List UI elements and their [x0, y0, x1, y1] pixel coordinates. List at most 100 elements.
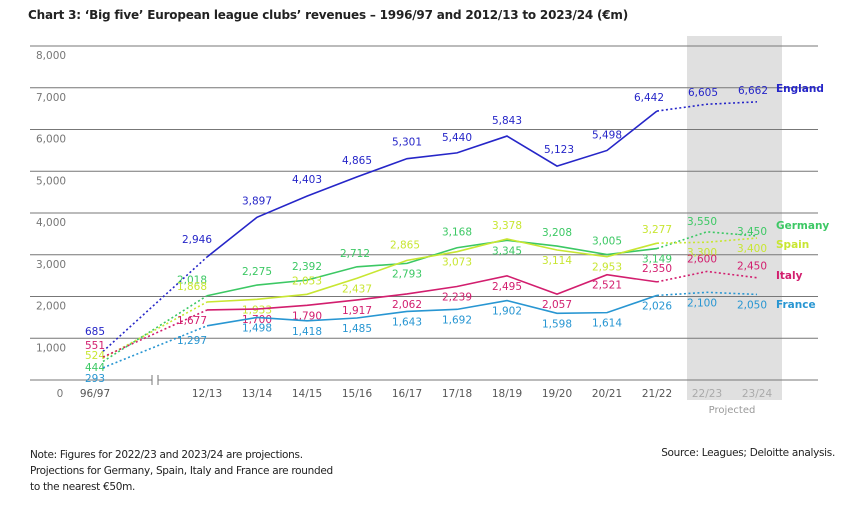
note-line: Note: Figures for 2022/23 and 2023/24 ar…	[30, 449, 303, 461]
projected-label: Projected	[709, 405, 756, 416]
data-label: 551	[85, 340, 105, 352]
data-label: 1,790	[292, 310, 322, 322]
projected-band	[687, 36, 782, 400]
note-line: to the nearest €50m.	[30, 481, 136, 493]
data-label: 4,865	[342, 155, 372, 167]
data-label: 3,114	[542, 255, 572, 267]
data-label: 2,053	[292, 275, 322, 287]
data-label: 1,917	[342, 305, 372, 317]
data-label: 2,062	[392, 299, 422, 311]
data-label: 5,301	[392, 137, 422, 149]
x-tick-label: 16/17	[392, 388, 422, 400]
data-label: 2,100	[687, 297, 717, 309]
data-label: 1,902	[492, 306, 522, 318]
series-line-projected-spain	[656, 237, 758, 244]
data-label: 1,485	[342, 323, 372, 335]
data-label: 2,392	[292, 261, 322, 273]
x-tick-label: 19/20	[542, 388, 572, 400]
x-tick-label: 22/23	[692, 388, 722, 400]
chart-plot: 0 1,000 2,000 3,000 4,000 5,000 6,000 7,000 8,00…	[30, 36, 829, 416]
data-label: 2,495	[492, 281, 522, 293]
data-label: 2,946	[182, 234, 212, 246]
y-tick-label: 2,000	[36, 301, 66, 313]
data-label: 2,026	[642, 300, 672, 312]
series-line-dotted-spain	[102, 301, 208, 359]
x-tick-label: 15/16	[342, 388, 373, 400]
x-tick-label: 21/22	[642, 388, 672, 400]
series-name-label: Germany	[776, 220, 829, 232]
x-tick-label: 14/15	[292, 388, 322, 400]
x-tick-label: 23/24	[742, 388, 773, 400]
data-label: 2,050	[737, 299, 767, 311]
data-label: 2,350	[642, 263, 672, 275]
series-line-projected-france	[656, 291, 758, 297]
data-label: 5,498	[592, 129, 622, 141]
data-label: 2,018	[177, 275, 207, 287]
series-name-label: Spain	[776, 239, 809, 251]
x-tick-label: 13/14	[242, 388, 273, 400]
x-tick-label: 20/21	[592, 388, 622, 400]
chart-source: Source: Leagues; Deloitte analysis.	[661, 447, 835, 459]
series-line-dotted-germany	[102, 295, 208, 363]
series-line-italy	[206, 273, 658, 311]
data-label: 1,677	[177, 315, 207, 327]
series-line-projected-england	[656, 101, 758, 112]
data-label: 1,700	[242, 314, 272, 326]
data-label: 3,005	[592, 236, 622, 248]
data-label: 444	[85, 362, 105, 374]
data-label: 1,692	[442, 314, 472, 326]
series-line-germany	[206, 239, 658, 297]
data-label: 6,662	[738, 85, 768, 97]
y-tick-label: 3,000	[36, 259, 66, 271]
data-label: 2,437	[342, 283, 372, 295]
data-label: 2,600	[687, 253, 717, 265]
data-label: 5,440	[442, 132, 472, 144]
data-label: 1,933	[242, 304, 272, 316]
data-label: 3,378	[492, 220, 522, 232]
data-label: 3,208	[542, 227, 572, 239]
x-tick-label: 17/18	[442, 388, 472, 400]
series-line-england	[206, 110, 658, 258]
data-label: 3,345	[492, 245, 522, 257]
series-line-dotted-france	[102, 325, 208, 369]
data-label: 2,953	[592, 262, 622, 274]
data-label: 524	[85, 350, 105, 362]
data-label: 2,275	[242, 266, 272, 278]
data-label: 2,521	[592, 280, 622, 292]
x-tick-label: 12/13	[192, 388, 222, 400]
x-tick-label: 96/97	[80, 388, 110, 400]
data-label: 2,865	[390, 239, 420, 251]
data-label: 3,550	[687, 216, 717, 228]
series-name-label: France	[776, 299, 816, 311]
data-label: 3,073	[442, 257, 472, 269]
y-tick-label: 1,000	[36, 342, 66, 354]
data-label: 2,239	[442, 292, 472, 304]
data-label: 5,843	[492, 115, 522, 127]
series-line-projected-italy	[656, 270, 758, 283]
data-label: 1,598	[542, 318, 572, 330]
data-label: 6,605	[688, 87, 718, 99]
x-tick-label: 18/19	[492, 388, 522, 400]
series-line-spain	[206, 238, 658, 303]
data-label: 1,868	[177, 281, 207, 293]
y-tick-label: 0	[57, 388, 64, 400]
y-tick-label: 6,000	[36, 134, 66, 146]
data-label: 4,403	[292, 174, 322, 186]
data-label: 2,712	[340, 248, 370, 260]
data-label: 5,123	[544, 144, 574, 156]
data-label: 3,897	[242, 195, 272, 207]
data-label: 2,450	[737, 261, 767, 273]
y-tick-label: 4,000	[36, 217, 66, 229]
chart-note: Note: Figures for 2022/23 and 2023/24 ar…	[30, 447, 360, 495]
data-label: 1,643	[392, 316, 422, 328]
data-label: 1,614	[592, 318, 622, 330]
series-line-france	[206, 294, 658, 327]
data-label: 2,793	[392, 268, 422, 280]
data-label: 3,400	[737, 243, 767, 255]
series-name-label: England	[776, 83, 824, 95]
series-line-dotted-england	[102, 256, 208, 352]
data-label: 3,300	[687, 247, 717, 259]
y-tick-label: 8,000	[36, 50, 66, 62]
data-label: 2,057	[542, 299, 572, 311]
y-tick-label: 7,000	[36, 92, 66, 104]
